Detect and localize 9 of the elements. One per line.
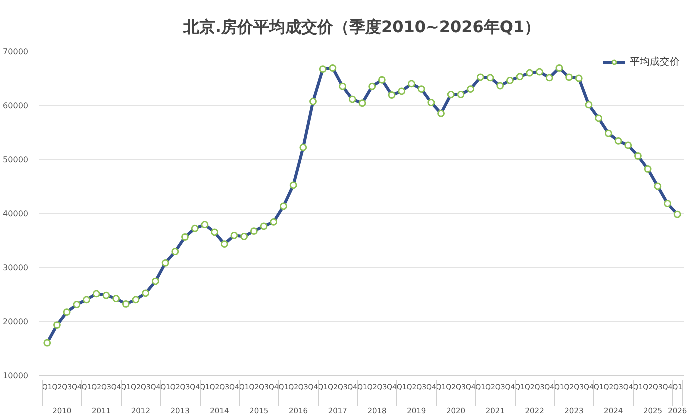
chart-title: 北京.房价平均成交价（季度2010~2026年Q1） xyxy=(182,18,541,36)
y-tick-label: 50000 xyxy=(3,156,29,164)
y-tick-label: 70000 xyxy=(3,48,29,56)
legend-label: 平均成交价 xyxy=(630,56,680,69)
y-tick-label: 40000 xyxy=(3,210,29,218)
y-tick-label: 30000 xyxy=(3,264,29,272)
y-tick-label: 20000 xyxy=(3,318,29,326)
y-tick-label: 60000 xyxy=(3,102,29,110)
y-tick-label: 10000 xyxy=(3,372,29,380)
